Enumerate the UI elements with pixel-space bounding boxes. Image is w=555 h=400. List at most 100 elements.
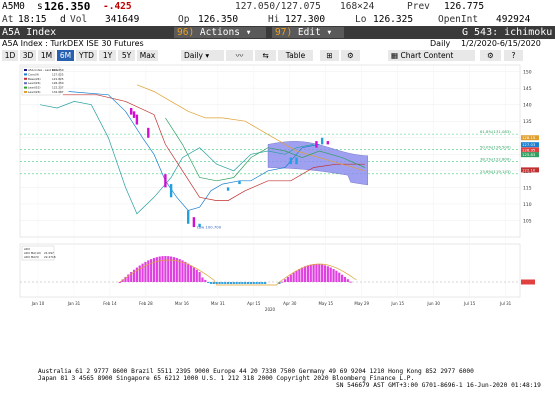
price-flag <box>521 142 539 148</box>
indicator-bar <box>147 260 150 282</box>
footer-session: SN 546679 AST GMT+3:00 G701-8696-1 16-Ju… <box>336 382 541 389</box>
price-flag-label: 125.83 <box>522 152 536 157</box>
indicator-bar <box>118 282 121 283</box>
x-tick-label: May 15 <box>318 301 333 306</box>
indicator-bar <box>284 279 287 282</box>
y-tick-label: 135 <box>523 119 532 125</box>
frequency-select[interactable]: Daily ▾ <box>181 50 225 61</box>
x-tick-label: Jan 10 <box>31 301 45 306</box>
price-change: -.425 <box>103 1 132 12</box>
security-description: A5A Index : TurkDEX ISE 30 Futures <box>2 39 144 48</box>
indicator-bar <box>201 277 204 282</box>
indicator-legend-label: ADX MA(5) <box>24 255 39 259</box>
indicator-bar <box>309 264 312 282</box>
price-candle <box>289 157 292 165</box>
open-label: Op <box>178 14 190 25</box>
legend-item-label: Lead(26) <box>28 90 40 94</box>
indicator-bar <box>329 267 332 282</box>
indicator-bar <box>292 272 295 282</box>
frequency-label: Daily <box>184 51 203 60</box>
legend-item-value: 126.350 <box>52 68 64 72</box>
indicator-bar <box>298 269 301 282</box>
chart-area[interactable]: 150145140135130125120115110105Jan 10Jan … <box>0 61 555 371</box>
indicator-bar <box>278 282 281 284</box>
help-icon[interactable]: ? <box>504 50 524 61</box>
period-1m[interactable]: 1M <box>38 50 56 61</box>
indicator-bar <box>170 256 173 282</box>
y-tick-label: 105 <box>523 218 532 224</box>
period-max[interactable]: Max <box>137 50 159 61</box>
actions-label: Actions <box>199 27 240 38</box>
legend-swatch <box>24 69 27 71</box>
period-6m[interactable]: 6M <box>57 50 75 61</box>
price-candle <box>226 187 230 191</box>
indicator-legend-value: 22.2718 <box>44 255 56 259</box>
x-year-label: 2020 <box>265 307 276 312</box>
indicator-bar <box>258 282 261 284</box>
indicator-bar <box>218 282 221 284</box>
settings-icon[interactable]: ⚙ <box>341 50 361 61</box>
indicator-bar <box>224 282 227 284</box>
indicator-flag <box>521 279 535 285</box>
indicator-bar <box>155 257 158 282</box>
footer-contacts-2: Japan 81 3 4565 8900 Singapore 65 6212 1… <box>38 375 415 382</box>
gear-icon[interactable]: ⚙ <box>480 50 502 61</box>
y-tick-label: 140 <box>523 103 532 109</box>
price-flag <box>521 147 539 153</box>
x-tick-label: Apr 15 <box>247 301 261 306</box>
indicator-legend-value: 21.097 <box>44 251 54 255</box>
indicator-bar <box>261 282 264 284</box>
indicator-bar <box>187 263 190 282</box>
price-candle <box>132 111 136 118</box>
price-candle <box>326 141 330 145</box>
table-button[interactable]: Table <box>278 50 314 61</box>
ticker-symbol: A5M0 <box>2 1 25 12</box>
chart-content-icon: ▦ <box>391 51 399 60</box>
actions-menu-button[interactable]: 96) Actions ▾ <box>174 27 266 38</box>
period-ytd[interactable]: YTD <box>76 50 98 61</box>
indicator-bar <box>121 279 124 282</box>
ruler-icon[interactable]: ⊞ <box>320 50 340 61</box>
indicator-bar <box>124 276 127 282</box>
indicator-bar <box>232 282 235 284</box>
price-flag <box>521 135 539 141</box>
x-tick-label: Mar 16 <box>175 301 189 306</box>
chart-toolbar: 1D 3D 1M 6M YTD 1Y 5Y Max Daily ▾ 〰 ⇆ Ta… <box>0 50 555 61</box>
indicator-bar <box>349 281 352 283</box>
ichimoku-cloud <box>267 141 368 186</box>
indicator-bar <box>343 276 347 282</box>
indicator-bar <box>255 282 258 284</box>
price-candle <box>147 127 150 138</box>
compare-icon[interactable]: ⇆ <box>255 50 277 61</box>
indicator-bar <box>286 276 290 282</box>
x-tick-label: Feb 28 <box>139 301 153 306</box>
indicator-bar <box>303 266 307 282</box>
indicator-bar <box>144 261 147 282</box>
indicator-bar <box>167 256 170 282</box>
indicator-bar <box>229 282 233 284</box>
conversion-line <box>68 91 320 211</box>
period-1y[interactable]: 1Y <box>99 50 117 61</box>
period-1d[interactable]: 1D <box>2 50 19 61</box>
edit-menu-button[interactable]: 97) Edit ▾ <box>272 27 344 38</box>
line-chart-icon[interactable]: 〰 <box>226 50 254 61</box>
indicator-bar <box>235 282 238 284</box>
indicator-bar <box>184 261 187 282</box>
period-5y[interactable]: 5Y <box>118 50 136 61</box>
price-chart[interactable]: 150145140135130125120115110105Jan 10Jan … <box>0 61 555 371</box>
period-3d[interactable]: 3D <box>20 50 37 61</box>
chart-content-label: Chart Content <box>400 51 454 60</box>
at-label: At <box>2 14 14 25</box>
price-candle <box>169 184 173 198</box>
chart-content-button[interactable]: ▦ Chart Content <box>388 50 476 61</box>
x-tick-label: Jul 31 <box>499 301 512 306</box>
legend-swatch <box>24 82 27 85</box>
low-value: 126.325 <box>373 14 414 25</box>
indicator-bar <box>192 267 195 282</box>
date-range[interactable]: 1/2/2020-6/15/2020 <box>461 39 541 48</box>
y-tick-label: 150 <box>523 70 532 76</box>
indicator-bar <box>204 279 207 282</box>
edit-label: Edit <box>297 27 321 38</box>
legend-item-label: Base(26) <box>28 77 41 81</box>
lagging-span <box>39 101 314 215</box>
